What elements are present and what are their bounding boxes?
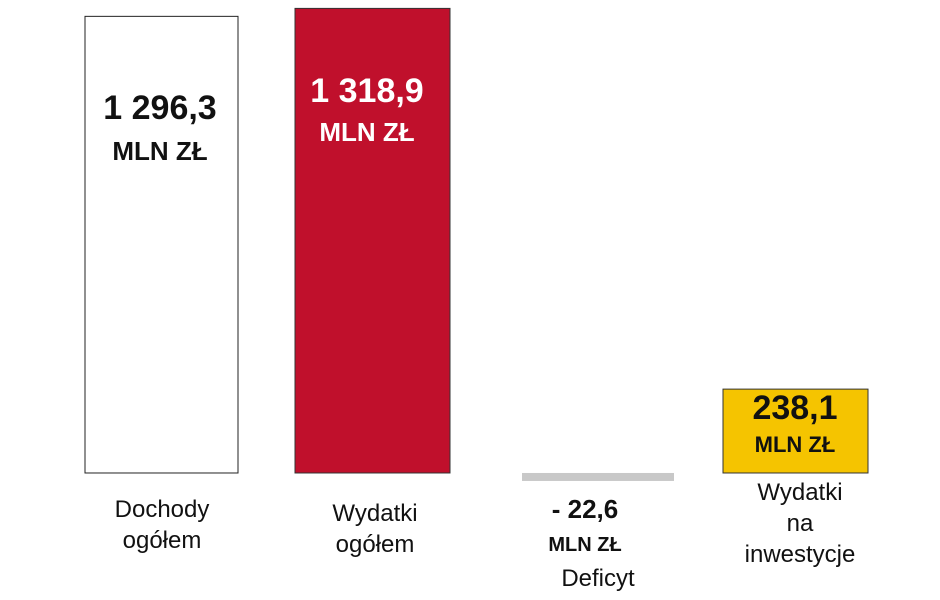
unit-label: MLN ZŁ — [112, 136, 208, 166]
bar — [84, 15, 239, 474]
unit-label: MLN ZŁ — [548, 534, 622, 556]
category-label: Wydatki ogółem — [332, 500, 418, 559]
unit-label: MLN ZŁ — [319, 117, 415, 147]
value-label: 238,1 — [752, 389, 838, 427]
value-label: 1 318,9 — [310, 72, 424, 110]
bar — [522, 472, 674, 481]
bar — [294, 7, 451, 474]
category-label: Dochody ogółem — [114, 496, 210, 555]
value-label: - 22,6 — [551, 494, 619, 524]
category-label: Deficyt — [561, 565, 635, 592]
bar — [722, 388, 869, 474]
category-label: Wydatki na inwestycje — [744, 479, 856, 569]
unit-label: MLN ZŁ — [754, 432, 836, 457]
value-label: 1 296,3 — [103, 89, 217, 127]
